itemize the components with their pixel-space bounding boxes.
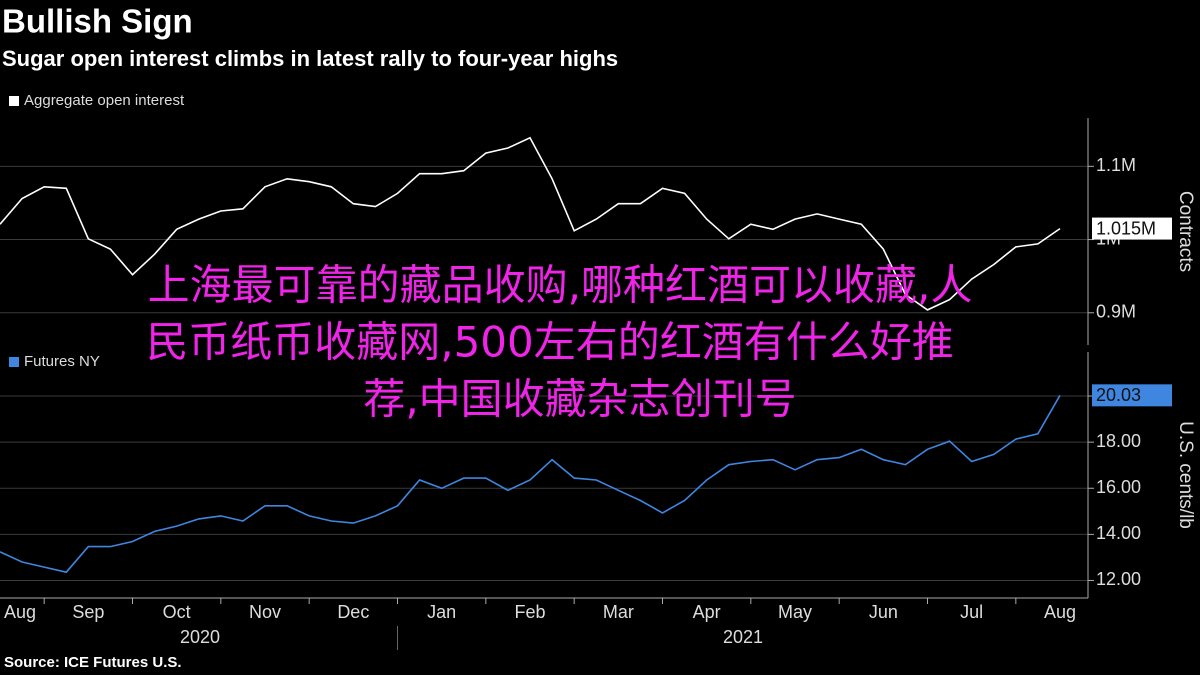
x-tick-label: Jun [869, 602, 898, 622]
y-axis-label: Contracts [1175, 191, 1196, 272]
overlay-text: 上海最可靠的藏品收购,哪种红酒可以收藏,人 [148, 261, 973, 310]
data-line [0, 394, 1061, 574]
x-tick-label: May [778, 602, 812, 622]
y-tick-label: 1.1M [1096, 155, 1136, 175]
x-tick-label: Oct [163, 602, 191, 622]
data-line [0, 136, 1061, 311]
y-axis-label: U.S. cents/lb [1175, 421, 1196, 529]
legend-swatch [9, 357, 19, 367]
source: Source: ICE Futures U.S. [4, 654, 182, 671]
overlay-text: 民币纸币收藏网,500左右的红酒有什么好推 [146, 318, 954, 367]
y-tick-label: 18.00 [1096, 431, 1141, 451]
x-tick-label: Sep [72, 602, 104, 622]
x-tick-label: Jul [960, 602, 983, 622]
x-tick-label: Dec [337, 602, 369, 622]
y-tick-label: 12.00 [1096, 569, 1141, 589]
x-group-label: 2020 [180, 627, 220, 647]
value-label: 20.03 [1096, 385, 1141, 405]
value-label: 1.015M [1096, 218, 1156, 238]
x-tick-label: Jan [427, 602, 456, 622]
legend-swatch [9, 96, 19, 106]
value-label-box [1092, 217, 1172, 240]
y-tick-label: 16.00 [1096, 477, 1141, 497]
x-tick-label: Apr [693, 602, 721, 622]
chart-title: Bullish Sign [2, 3, 193, 40]
x-tick-label: Mar [603, 602, 634, 622]
x-tick-label: Aug [1044, 602, 1076, 622]
overlay: 上海最可靠的藏品收购,哪种红酒可以收藏,人 民币纸币收藏网,500左右的红酒有什… [146, 261, 972, 424]
legend-label: Futures NY [24, 353, 100, 370]
legend-label: Aggregate open interest [24, 92, 185, 109]
y-tick-label: 0.9M [1096, 302, 1136, 322]
x-tick-label: Nov [249, 602, 281, 622]
chart-subtitle: Sugar open interest climbs in latest ral… [2, 46, 618, 71]
overlay-text: 荐,中国收藏杂志创刊号 [363, 375, 796, 424]
x-tick-label: Feb [514, 602, 545, 622]
x-tick-label: Aug [4, 602, 36, 622]
x-group-label: 2021 [723, 627, 763, 647]
value-label-box [1092, 384, 1172, 407]
y-tick-label: 14.00 [1096, 523, 1141, 543]
